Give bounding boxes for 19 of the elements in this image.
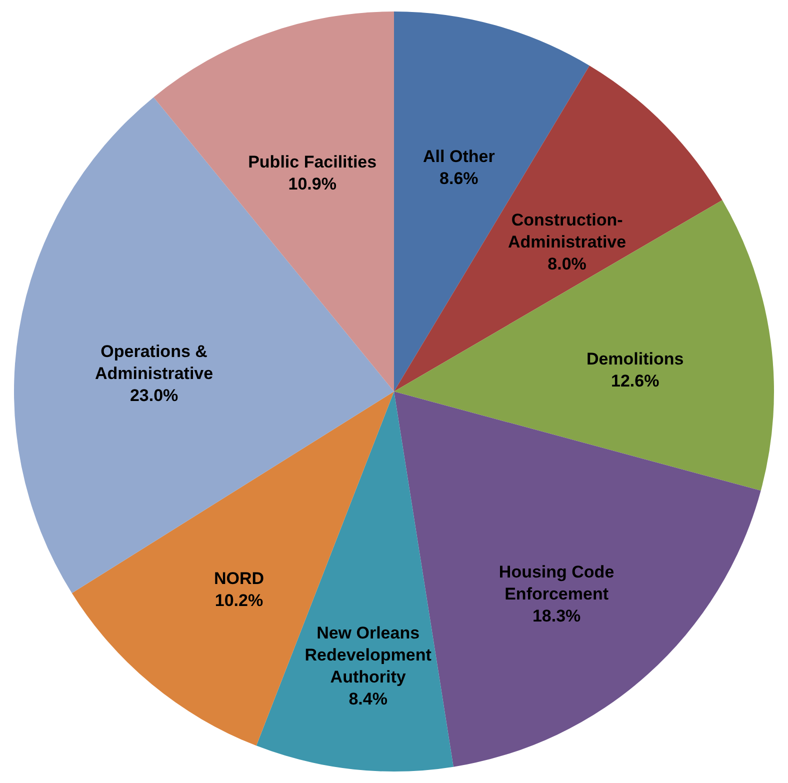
slice-label: Demolitions — [586, 350, 684, 369]
pie-slice — [394, 200, 774, 491]
slice-label: New Orleans Redevelopment Authority — [304, 623, 432, 686]
pie-slice — [394, 66, 722, 392]
data-label: 8.6% — [440, 169, 478, 188]
data-label: 8.4% — [348, 689, 388, 708]
slice-label: Operations & Administrative — [94, 342, 214, 383]
data-label: 12.6% — [610, 372, 660, 391]
slice-label: Housing Code Enforcement — [498, 562, 614, 604]
slice-label: NORD — [214, 568, 264, 588]
data-label: 8.0% — [548, 254, 586, 274]
data-label: 18.3% — [532, 606, 581, 626]
data-label: 10.9% — [288, 174, 336, 194]
slice-label: Construction-Administrative — [508, 210, 626, 252]
data-label: 23.0% — [130, 386, 178, 405]
slice-label: All Other — [423, 147, 496, 166]
slice-label: Public Facilities — [248, 152, 377, 172]
data-label: 10.2% — [214, 590, 264, 610]
pie-slice — [14, 97, 394, 594]
